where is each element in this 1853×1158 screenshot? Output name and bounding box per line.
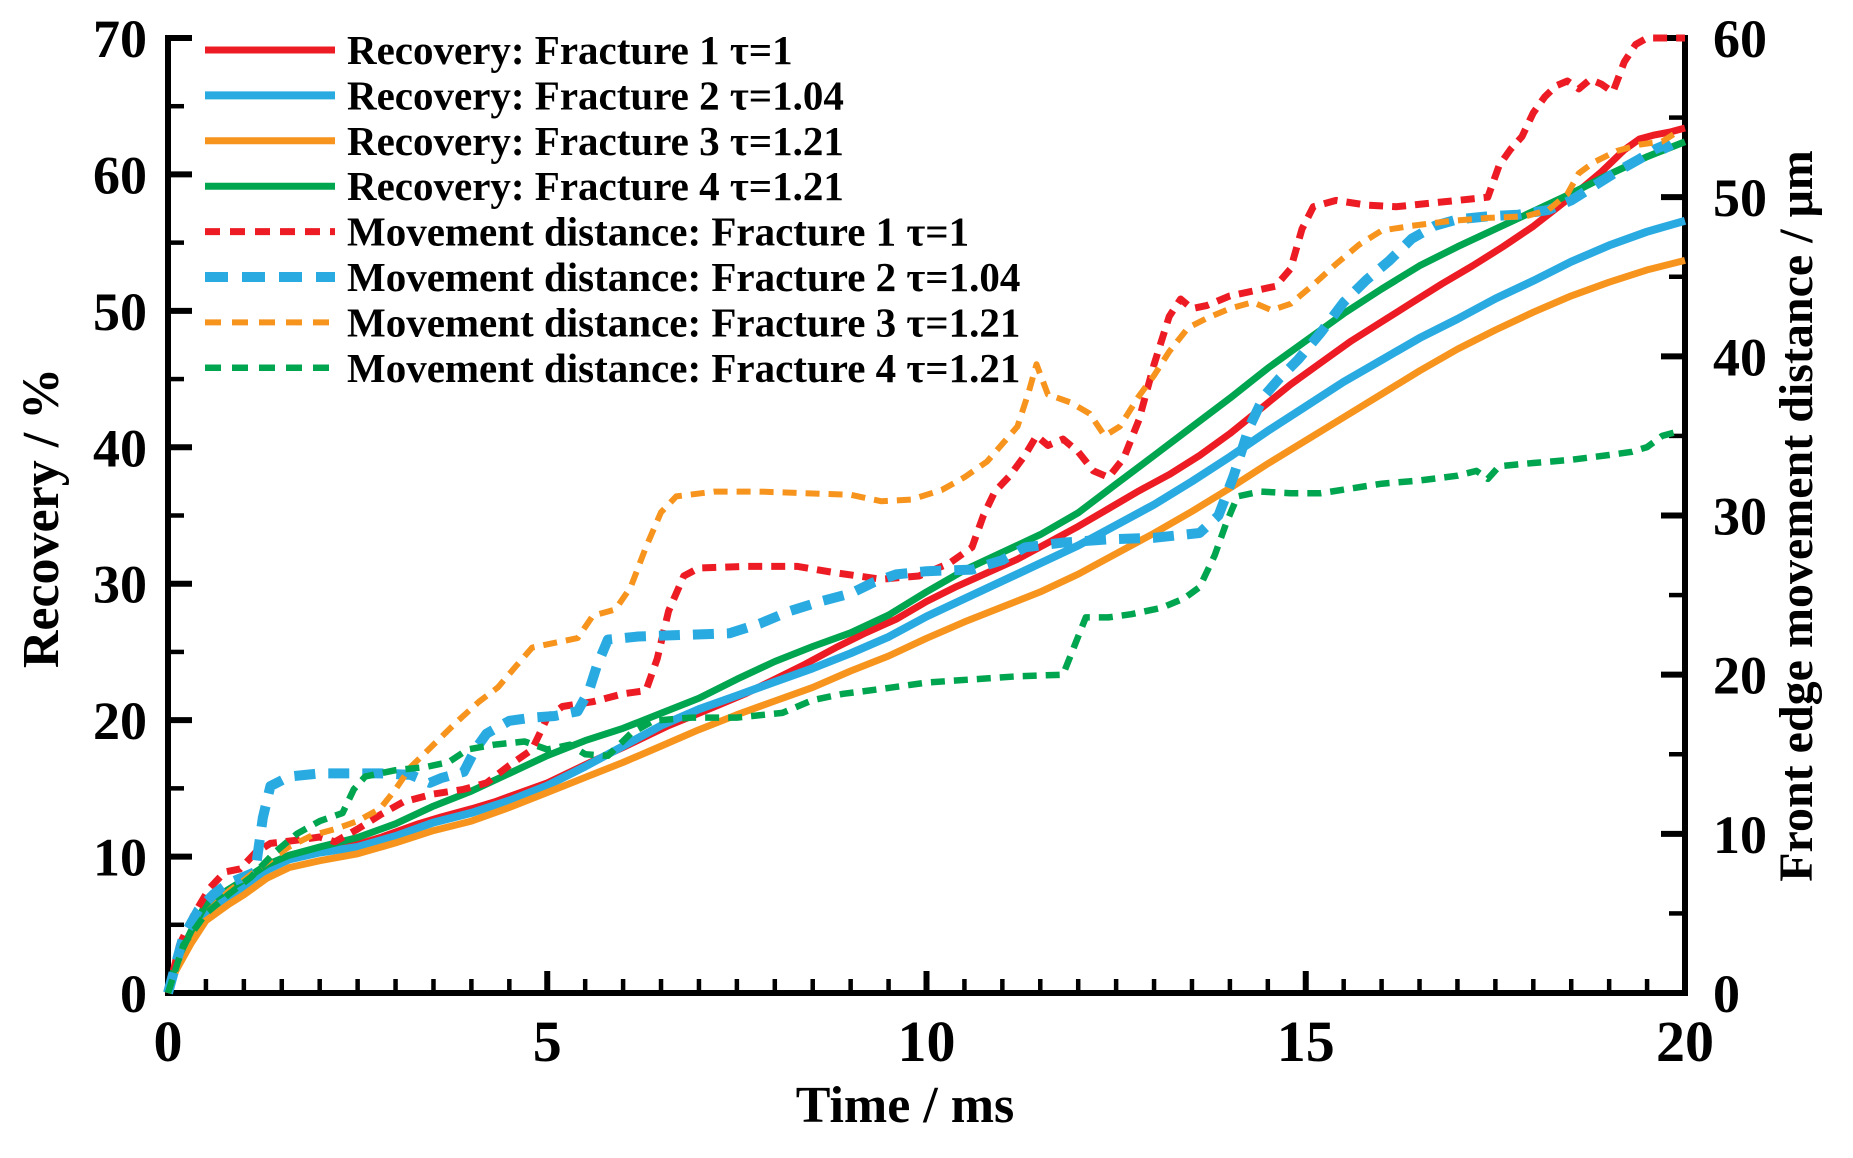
y-left-axis-title: Recovery / % — [13, 368, 70, 668]
y-left-tick-label: 30 — [93, 555, 147, 615]
y-right-tick-label: 30 — [1713, 487, 1767, 547]
y-left-tick-label: 0 — [120, 964, 147, 1024]
y-right-axis-title: Front edge movement distance / μm — [1770, 150, 1823, 882]
y-left-tick-label: 70 — [93, 9, 147, 69]
x-tick-label: 20 — [1656, 1009, 1714, 1074]
legend-item: Recovery: Fracture 2 τ=1.04 — [205, 72, 844, 118]
legend-item-label: Recovery: Fracture 4 τ=1.21 — [347, 163, 844, 209]
legend-item-label: Movement distance: Fracture 3 τ=1.21 — [347, 299, 1020, 345]
legend-item: Recovery: Fracture 4 τ=1.21 — [205, 163, 844, 209]
series-line-3 — [164, 257, 1686, 995]
legend-item: Movement distance: Fracture 2 τ=1.04 — [205, 254, 1020, 300]
y-left-tick-label: 10 — [93, 828, 147, 888]
y-right-tick-label: 40 — [1713, 327, 1767, 387]
series-layer — [163, 34, 1687, 995]
series-line-2 — [164, 216, 1687, 995]
legend-item-label: Movement distance: Fracture 2 τ=1.04 — [347, 254, 1020, 300]
y-right-tick-label: 0 — [1713, 964, 1740, 1024]
legend-item-label: Movement distance: Fracture 4 τ=1.21 — [347, 345, 1020, 391]
y-right-tick-label: 50 — [1713, 168, 1767, 228]
legend-item-label: Recovery: Fracture 3 τ=1.21 — [347, 118, 844, 164]
legend-item-label: Recovery: Fracture 2 τ=1.04 — [347, 72, 844, 118]
legend-item: Movement distance: Fracture 3 τ=1.21 — [205, 299, 1020, 345]
y-left-tick-label: 50 — [93, 282, 147, 342]
y-left-tick-label: 60 — [93, 145, 147, 205]
y-right-tick-label: 20 — [1713, 646, 1767, 706]
series-line-8 — [164, 429, 1675, 994]
y-left-tick-label: 20 — [93, 691, 147, 751]
x-tick-label: 15 — [1277, 1009, 1335, 1074]
series-line-5 — [164, 34, 1685, 994]
legend-item: Movement distance: Fracture 4 τ=1.21 — [205, 345, 1020, 391]
y-right-tick-label: 10 — [1713, 805, 1767, 865]
legend-item-label: Movement distance: Fracture 1 τ=1 — [347, 209, 969, 255]
legend-item: Recovery: Fracture 3 τ=1.21 — [205, 118, 844, 164]
series-line-4 — [164, 138, 1687, 994]
series-line-7 — [165, 129, 1680, 994]
legend-item-label: Recovery: Fracture 1 τ=1 — [347, 27, 793, 73]
axes-layer — [165, 35, 1688, 996]
y-left-tick-label: 40 — [93, 418, 147, 478]
x-tick-label: 10 — [898, 1009, 956, 1074]
legend-item: Movement distance: Fracture 1 τ=1 — [205, 209, 969, 255]
x-tick-label: 0 — [154, 1009, 183, 1074]
y-right-tick-label: 60 — [1713, 9, 1767, 69]
x-axis-title: Time / ms — [796, 1077, 1015, 1134]
legend-item: Recovery: Fracture 1 τ=1 — [205, 27, 793, 73]
x-tick-label: 5 — [533, 1009, 562, 1074]
